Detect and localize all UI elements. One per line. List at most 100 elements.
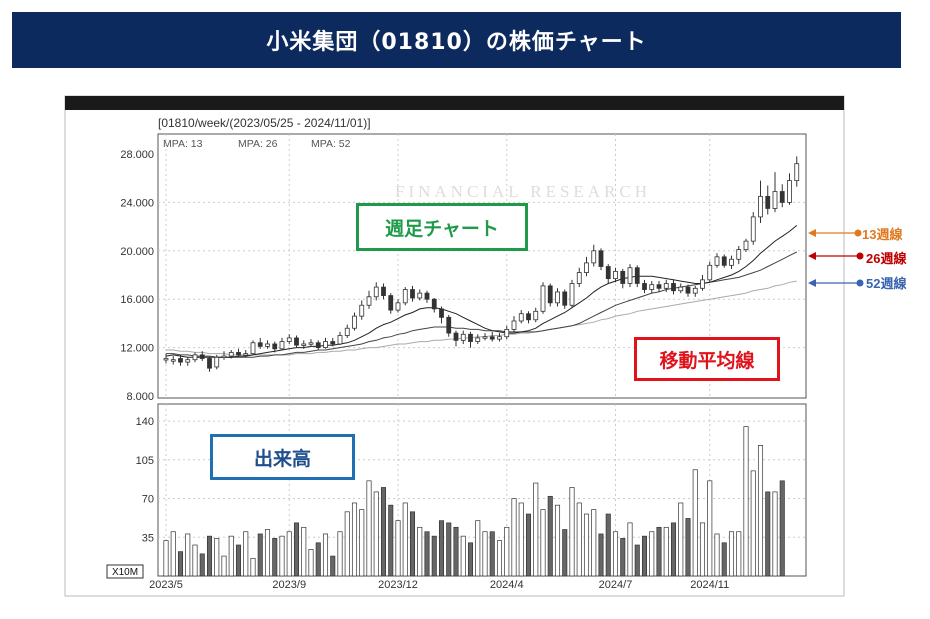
candle-body: [395, 302, 401, 311]
page-title: 小米集団（01810）の株価チャート: [12, 12, 901, 68]
volume-tick-label: 140: [136, 416, 154, 428]
volume-bar: [417, 526, 423, 577]
volume-bar: [388, 504, 394, 577]
volume-bar: [663, 526, 669, 577]
volume-bar: [779, 480, 785, 577]
volume-bar: [707, 480, 713, 577]
volume-tick-label: 105: [136, 455, 154, 467]
volume-bar: [453, 526, 459, 577]
volume-bar: [736, 531, 742, 577]
volume-bar: [525, 513, 532, 577]
candle-body: [228, 352, 234, 357]
candle-body: [482, 336, 488, 339]
candle-body: [323, 341, 328, 348]
volume-bar: [395, 520, 401, 577]
candle-body: [352, 315, 357, 329]
candle-body: [671, 283, 676, 292]
volume-bar: [286, 531, 292, 577]
volume-bar: [243, 531, 249, 577]
candle-body: [620, 270, 626, 284]
candle-body: [765, 195, 771, 209]
candle-body: [663, 283, 669, 289]
ma52-line: [166, 280, 797, 356]
volume-bar: [547, 495, 553, 577]
volume-bar: [221, 555, 227, 577]
ma13-arrow-head: [808, 229, 816, 237]
volume-unit-label: X10M: [112, 567, 138, 578]
candle-body: [301, 343, 307, 346]
candle-body: [214, 356, 220, 368]
candle-body: [410, 289, 415, 299]
volume-bar: [728, 531, 735, 577]
candle-body: [613, 270, 618, 280]
candle-body: [526, 313, 531, 321]
ma26-line: [166, 251, 798, 358]
volume-bar: [511, 498, 517, 577]
volume-bar: [199, 553, 205, 577]
volume-bar: [322, 533, 329, 577]
candle-body: [685, 286, 691, 294]
candle-body: [221, 355, 227, 358]
volume-tick-label: 70: [142, 494, 154, 506]
price-tick-label: 8.000: [126, 391, 154, 403]
price-tick-label: 24.000: [120, 197, 154, 209]
chart-header: [01810/week/(2023/05/25 - 2024/11/01)]: [158, 116, 371, 130]
volume-unit-box: [106, 564, 144, 579]
candle-body: [330, 341, 336, 345]
candle-body: [627, 267, 633, 284]
candle-body: [729, 258, 734, 266]
candle-body: [598, 250, 604, 267]
candle-body: [649, 284, 655, 290]
volume-bar: [562, 529, 568, 577]
volume-bar: [431, 535, 437, 577]
candle-body: [779, 191, 785, 203]
candle-body: [721, 256, 727, 266]
candle-body: [634, 267, 640, 284]
watermark: FINANCIAL RESEARCH: [395, 182, 651, 201]
volume-bar: [250, 557, 256, 577]
volume-bar: [214, 538, 220, 577]
volume-bar: [750, 470, 756, 577]
volume-bar: [656, 526, 662, 577]
volume-bar: [366, 480, 372, 577]
volume-bar: [467, 542, 474, 577]
candle-body: [497, 336, 502, 340]
volume-bar: [649, 531, 655, 577]
volume-bar: [301, 526, 307, 577]
ma26-note: 26週線: [866, 251, 907, 266]
candle-body: [460, 333, 466, 341]
volume-bar: [235, 544, 242, 577]
chart-top-band: [65, 96, 844, 110]
candle-body: [243, 353, 249, 356]
volume-bar: [438, 520, 445, 577]
candle-body: [489, 336, 495, 340]
ma26-arrow-head: [808, 252, 816, 260]
candle-body: [359, 304, 365, 317]
volume-bar: [185, 533, 191, 577]
volume-bar: [257, 533, 263, 577]
candle-body: [547, 285, 553, 304]
volume-bar: [569, 487, 575, 577]
volume-bar: [337, 531, 343, 577]
ma13-line: [165, 225, 798, 358]
volume-bar: [634, 544, 640, 577]
volume-bar: [678, 502, 684, 577]
candle-body: [417, 292, 423, 299]
candle-body: [714, 256, 720, 266]
volume-bar: [576, 502, 582, 577]
candle-body: [736, 249, 742, 260]
candle-body: [272, 343, 278, 350]
volume-bar: [518, 502, 524, 577]
volume-bar: [344, 511, 350, 577]
candle-body: [337, 335, 343, 345]
ma52-note: 52週線: [866, 276, 907, 291]
volume-bar: [583, 513, 590, 577]
x-tick-label: 2024/4: [490, 579, 524, 591]
price-tick-label: 12.000: [120, 343, 154, 355]
x-tick-label: 2024/7: [599, 579, 633, 591]
x-tick-label: 2023/12: [378, 579, 418, 591]
volume-bar: [772, 491, 778, 577]
ma-legend-item: MPA: 26: [238, 138, 278, 150]
volume-bar: [177, 551, 184, 577]
candle-body: [794, 163, 800, 182]
